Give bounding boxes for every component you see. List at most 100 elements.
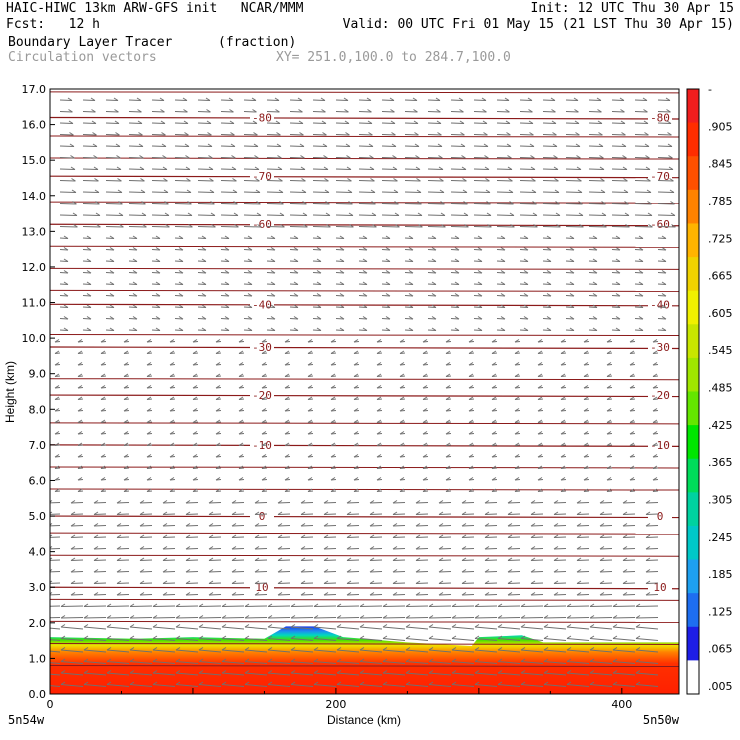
vector-arrow-head [109, 281, 115, 285]
vector-arrow-head [86, 270, 92, 274]
vector-arrow [611, 191, 629, 193]
vector-arrow [289, 260, 299, 262]
vector-arrow-head [431, 293, 437, 297]
vector-arrow [105, 260, 115, 262]
vector-arrow [197, 99, 211, 101]
vector-arrow-head [505, 109, 510, 113]
vector-arrow-head [123, 419, 129, 423]
vector-arrow-head [530, 569, 536, 573]
vector-arrow-head [606, 396, 612, 400]
vector-arrow-head [553, 155, 558, 159]
vector-arrow-head [399, 408, 405, 412]
vector-arrow [139, 582, 153, 584]
vector-arrow [243, 122, 258, 124]
vector-arrow [450, 283, 460, 285]
vector-arrow [105, 157, 121, 159]
vector-arrow [520, 649, 544, 653]
vector-arrow-head [139, 546, 145, 550]
vector-arrow-head [146, 396, 152, 400]
vector-arrow-head [146, 431, 152, 435]
vector-arrow [175, 649, 199, 653]
vector-arrow-head [474, 635, 480, 639]
vector-arrow-head [599, 546, 605, 550]
vector-arrow-head [468, 385, 474, 389]
vector-arrow [277, 548, 291, 550]
contour-line [50, 223, 679, 227]
vector-arrow [543, 617, 567, 619]
vector-arrow-head [576, 569, 582, 573]
vector-arrow-head [620, 120, 626, 124]
vector-arrow-head [316, 247, 322, 251]
vector-arrow [335, 260, 345, 262]
vector-arrow [473, 226, 492, 228]
vector-arrow-head [83, 615, 89, 619]
y-tick-label: 17.0 [22, 83, 47, 96]
vector-arrow-head [215, 339, 221, 343]
vector-arrow-head [602, 224, 607, 228]
vector-arrow [576, 536, 590, 538]
vector-arrow-head [307, 373, 313, 377]
vector-arrow-head [321, 109, 326, 113]
vector-arrow-head [520, 658, 526, 662]
vector-arrow-head [54, 465, 60, 469]
vector-arrow-head [238, 431, 244, 435]
vector-arrow-head [468, 477, 474, 481]
vector-arrow-head [267, 681, 273, 685]
vector-arrow-head [543, 615, 549, 619]
vector-arrow [553, 525, 567, 527]
vector-arrow [520, 672, 544, 676]
vector-arrow [59, 157, 75, 159]
vector-arrow-head [408, 281, 414, 285]
vector-arrow-head [445, 362, 451, 366]
vector-arrow-head [665, 97, 671, 101]
vector-arrow [59, 111, 73, 113]
contour-label: 0 [657, 510, 664, 523]
vector-arrow-head [60, 624, 66, 628]
vector-arrow-head [252, 120, 258, 124]
vector-arrow [220, 191, 238, 193]
vector-arrow [82, 180, 99, 182]
vector-arrow [496, 111, 510, 113]
vector-arrow-head [520, 647, 526, 651]
vector-arrow-head [209, 178, 214, 182]
vector-arrow-head [507, 592, 513, 596]
vector-arrow-head [484, 569, 490, 573]
vector-arrow-head [324, 189, 330, 193]
vector-arrow-head [284, 488, 290, 492]
vector-arrow-head [569, 258, 575, 262]
vector-arrow [565, 203, 583, 205]
vector-arrow-head [599, 569, 605, 573]
vector-arrow-head [405, 658, 411, 662]
vector-arrow [59, 122, 74, 124]
vector-arrow-head [155, 304, 161, 308]
vector-arrow [589, 672, 613, 676]
vector-arrow [634, 237, 644, 239]
vector-arrow [588, 283, 598, 285]
contour-label: -40 [252, 298, 272, 311]
vector-arrow [622, 571, 636, 573]
vector-arrow-head [198, 681, 204, 685]
vector-arrow [174, 134, 189, 136]
vector-arrow [428, 649, 452, 653]
vector-arrow-head [461, 523, 467, 527]
vector-arrow [611, 249, 621, 251]
vector-arrow-head [592, 235, 598, 239]
vector-arrow [358, 122, 373, 124]
vector-arrow-head [201, 293, 207, 297]
vector-arrow-head [210, 212, 216, 216]
vector-arrow-head [238, 396, 244, 400]
vector-arrow-head [353, 454, 359, 458]
vector-arrow [392, 559, 406, 561]
vector-arrow [438, 582, 452, 584]
vector-arrow-head [113, 97, 119, 101]
vector-arrow-head [576, 523, 582, 527]
vector-arrow-head [261, 362, 267, 366]
vector-arrow-head [323, 534, 329, 538]
vector-arrow-head [185, 580, 191, 584]
vector-arrow [438, 525, 452, 527]
vector-arrow-head [83, 624, 89, 628]
vector-arrow [83, 638, 107, 641]
vector-arrow-head [215, 442, 221, 446]
vector-arrow-head [445, 350, 451, 354]
